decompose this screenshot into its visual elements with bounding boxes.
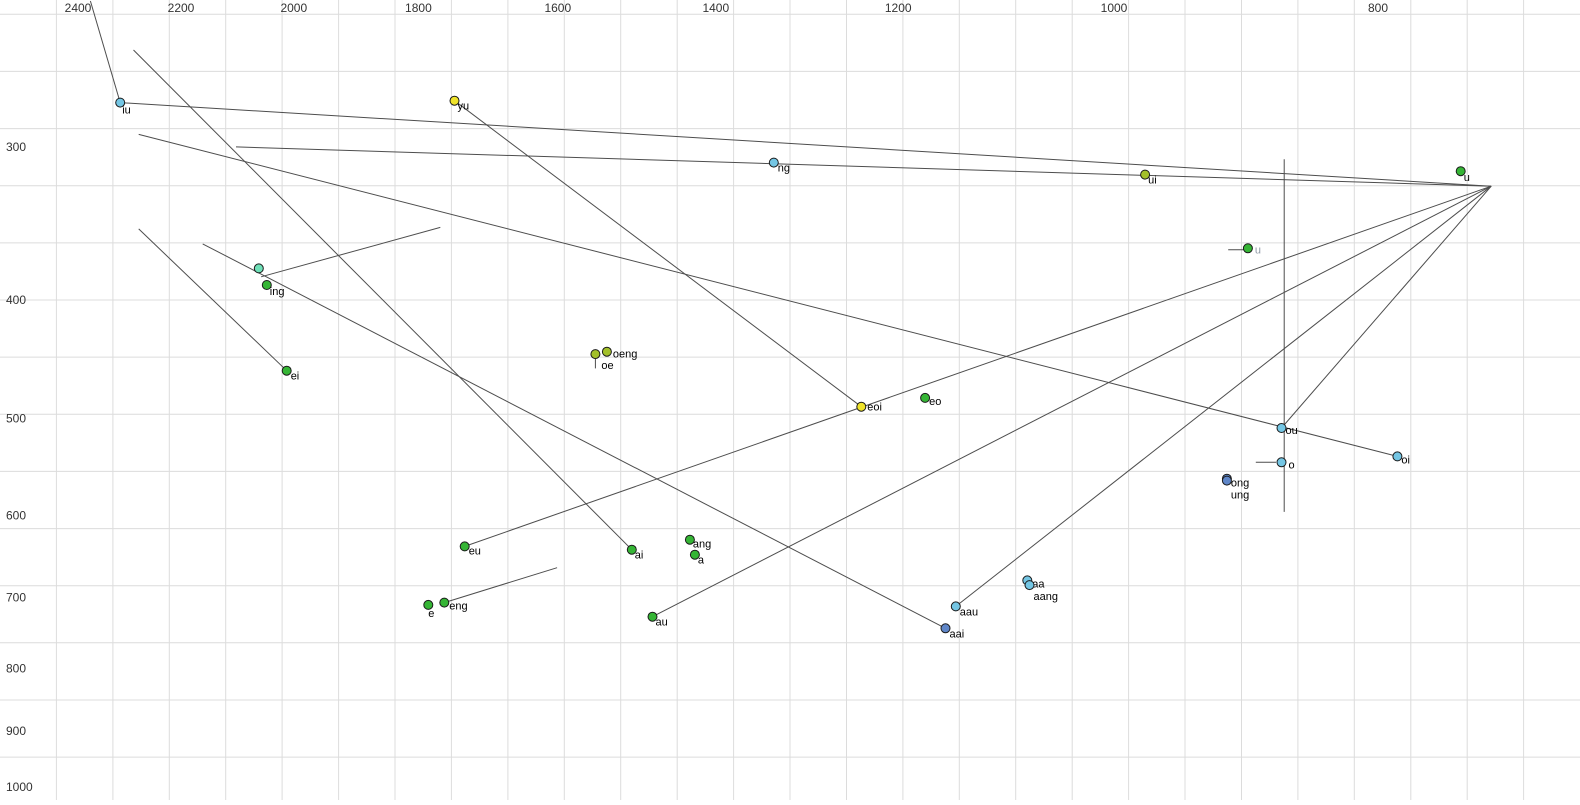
trajectory-iu-to-u [120,102,1492,187]
data-point-oi [1392,451,1403,462]
y-axis-tick-label: 900 [6,724,26,738]
y-axis-tick-label: 300 [6,140,26,154]
trajectory-ui-glide [235,146,1492,187]
trajectory-oi-glide [138,133,1398,457]
data-point-a [689,549,700,560]
data-point-ing [261,280,272,290]
point-label-u: u [1464,172,1470,184]
data-point [253,263,264,274]
point-label-eng: eng [449,601,467,613]
point-label-eo: eo [929,396,941,408]
data-point-ung [1221,475,1232,486]
point-label-ong: ong [1231,478,1249,490]
y-axis-tick-label: 700 [6,590,26,604]
data-point-oeng [601,346,612,357]
data-point-iu [115,97,126,108]
y-axis-labels: 300 400 500 600 700 800 900 1000 [6,140,33,794]
trajectory-eu-to-u [464,185,1492,547]
x-axis-tick-label: 2200 [168,1,195,15]
data-point-aai [940,623,951,634]
point-label-yu: yu [458,101,470,113]
trajectory-eng-glide [444,567,558,604]
point-label-aang: aang [1034,591,1058,603]
point-label-oe: oe [601,360,613,372]
data-point-ou [1276,423,1287,433]
trajectory-i-to-iu [89,0,121,103]
data-point-yu [449,95,460,106]
trajectory-aau-to-u [955,185,1492,607]
data-point-ng [768,157,779,168]
x-axis-tick-label: 1000 [1101,1,1128,15]
point-label-aa: aa [1032,578,1045,590]
point-label-ei: ei [291,371,300,383]
point-label-aau: aau [960,606,978,618]
data-point-u [1242,243,1253,254]
trajectory-ing-glide [260,226,441,278]
data-point-oe [590,349,601,360]
data-point-au [647,611,658,622]
data-point-eoi [856,401,867,412]
data-point-eo [920,392,931,403]
x-axis-tick-label: 1800 [405,1,432,15]
trajectory-au-to-u [652,185,1492,618]
y-axis-tick-label: 600 [6,508,26,522]
data-point-ei [281,365,292,376]
point-label-e: e [428,608,434,620]
y-axis-tick-label: 400 [6,293,26,307]
x-axis-tick-label: 800 [1368,1,1388,15]
point-label-eoi: eoi [867,402,882,414]
point-label-ung: ung [1231,490,1249,502]
y-axis-tick-label: 500 [6,412,26,426]
x-axis-tick-label: 1600 [544,1,571,15]
x-axis-tick-label: 1400 [702,1,729,15]
y-axis-tick-label: 800 [6,661,26,675]
data-point-o [1276,457,1287,468]
point-label-o: o [1289,459,1295,471]
trajectory-ei-glide [138,228,288,372]
x-axis-tick-label: 2400 [65,1,92,15]
data-point-ang [684,534,695,545]
trajectory-lines [89,0,1492,629]
data-point-e [423,599,434,610]
trajectory-aai-glide [202,243,946,629]
x-axis-labels: 2400 2200 2000 1800 1600 1400 1200 1000 800 [65,1,1389,15]
data-point-aau [950,601,961,612]
data-point-u [1455,166,1466,177]
point-label-iu: iu [122,105,131,117]
data-point-aang [1024,580,1035,591]
point-label-ng: ng [778,163,790,175]
point-label-ou: ou [1286,425,1298,437]
point-label-oeng: oeng [613,349,637,361]
point-label-eu: eu [469,545,481,557]
point-label-ang: ang [693,539,711,551]
point-label-aai: aai [950,628,965,640]
point-label-oi: oi [1401,454,1410,466]
trajectory-ai-glide [133,49,633,551]
point-label-ui: ui [1148,175,1157,187]
point-label-u: u [1255,244,1261,256]
data-point-ai [626,544,637,555]
point-label-au: au [656,617,668,629]
point-label-ing: ing [270,286,285,298]
trajectory-ou-to-u [1281,185,1492,429]
data-point-eu [459,541,470,552]
data-point-ui [1140,169,1151,180]
trajectory-eoi-glide [454,100,862,408]
x-axis-tick-label: 2000 [280,1,307,15]
data-point-eng [439,597,450,608]
y-axis-tick-label: 1000 [6,780,33,794]
point-label-ai: ai [635,550,644,562]
x-axis-tick-label: 1200 [885,1,912,15]
point-label-a: a [698,555,705,567]
